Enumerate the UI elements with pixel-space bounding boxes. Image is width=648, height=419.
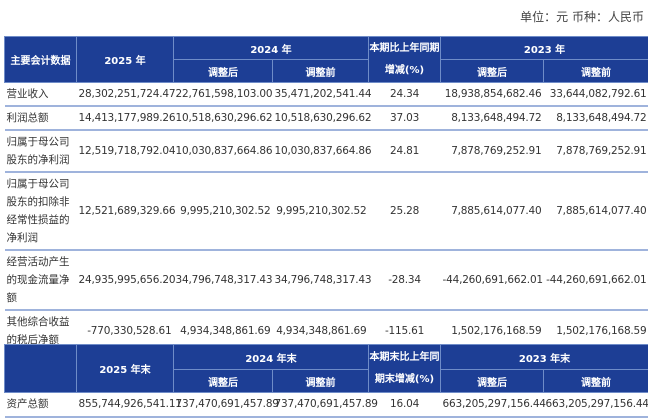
unit-currency-note: 单位：元 币种：人民币 [520, 10, 644, 24]
total-assets-table: 2025 年末 2024 年末 本期末比上年同期末增减(%) 2023 年末 调… [4, 344, 648, 418]
header-2023-before: 调整前 [543, 369, 648, 393]
table-row: 利润总额 14,413,177,989.26 10,518,630,296.62 10… [4, 106, 648, 131]
value-2025: 24,935,995,656.20 [76, 250, 175, 311]
value-2023-before: 663,205,297,156.44 [543, 392, 648, 418]
header-2024-before: 调整前 [271, 59, 370, 83]
value-change: 24.81 [368, 130, 441, 173]
table-row: 资产总额 855,744,926,541.11 737,470,691,457.89… [4, 392, 648, 418]
table-row: 经营活动产生的现金流量净额 24,935,995,656.20 34,796,748… [4, 250, 648, 311]
value-change: 16.04 [368, 392, 441, 418]
value-2025: 12,519,718,792.04 [76, 130, 175, 173]
header-2024-adjusted: 调整后 [173, 369, 273, 393]
value-2024-adjusted: 34,796,748,317.43 [173, 250, 273, 311]
value-2023-before: 33,644,082,792.61 [543, 82, 648, 107]
value-2024-before: 34,796,748,317.43 [272, 250, 371, 311]
value-2023-adjusted: 8,133,648,494.72 [440, 106, 544, 131]
header-change: 本期比上年同期增减(%) [368, 36, 442, 83]
header-2023-before: 调整前 [543, 59, 648, 83]
value-2024-adjusted: 9,995,210,302.52 [173, 172, 273, 251]
value-2024-adjusted: 22,761,598,103.00 [173, 82, 273, 107]
row-label: 资产总额 [4, 392, 77, 418]
value-2023-adjusted: -44,260,691,662.01 [440, 250, 544, 311]
header-2024-before: 调整前 [271, 369, 370, 393]
value-2023-before: -44,260,691,662.01 [543, 250, 648, 311]
header-change: 本期末比上年同期末增减(%) [368, 344, 442, 393]
value-change: -28.34 [368, 250, 441, 311]
header-2024: 2024 年 [172, 36, 370, 60]
table-row: 营业收入 28,302,251,724.47 22,761,598,103.00 35… [4, 82, 648, 107]
header-2023: 2023 年 [440, 36, 648, 60]
row-label: 营业收入 [4, 82, 77, 107]
value-2023-adjusted: 663,205,297,156.44 [440, 392, 546, 418]
header-item: 主要会计数据 [4, 36, 77, 83]
header-2025-end: 2025 年末 [76, 344, 174, 393]
value-change: 37.03 [368, 106, 441, 131]
row-label: 利润总额 [4, 106, 77, 131]
header-2023-adjusted: 调整后 [440, 369, 545, 393]
value-2024-before: 9,995,210,302.52 [272, 172, 369, 251]
row-label: 归属于母公司股东的净利润 [4, 130, 77, 173]
value-2023-before: 7,878,769,252.91 [543, 130, 648, 173]
header-2023-adjusted: 调整后 [440, 59, 545, 83]
value-2025: 12,521,689,329.66 [76, 172, 175, 251]
header-2023-end: 2023 年末 [440, 344, 648, 370]
value-2024-before: 35,471,202,541.44 [272, 82, 371, 107]
value-2024-before: 737,470,691,457.89 [272, 392, 378, 418]
value-change: 25.28 [368, 172, 441, 251]
value-2023-before: 7,885,614,077.40 [543, 172, 648, 251]
value-2023-before: 8,133,648,494.72 [543, 106, 648, 131]
header-2025: 2025 年 [76, 36, 174, 83]
value-2024-adjusted: 737,470,691,457.89 [173, 392, 279, 418]
row-label: 归属于母公司股东的扣除非经常性损益的净利润 [4, 172, 77, 251]
value-2025: 855,744,926,541.11 [76, 392, 182, 418]
value-2025: 14,413,177,989.26 [76, 106, 175, 131]
value-2023-adjusted: 7,885,614,077.40 [440, 172, 544, 251]
row-label: 经营活动产生的现金流量净额 [4, 250, 77, 311]
value-change: 24.34 [368, 82, 441, 107]
key-accounting-data-table: 主要会计数据 2025 年 2024 年 本期比上年同期增减(%) 2023 年… [4, 36, 648, 353]
value-2024-before: 10,030,837,664.86 [272, 130, 371, 173]
header-2024-end: 2024 年末 [172, 344, 370, 370]
table-row: 归属于母公司股东的净利润 12,519,718,792.04 10,030,837,… [4, 130, 648, 173]
table-row: 归属于母公司股东的扣除非经常性损益的净利润 12,521,689,329.66 9,… [4, 172, 648, 251]
value-2025: 28,302,251,724.47 [76, 82, 175, 107]
value-2024-before: 10,518,630,296.62 [272, 106, 371, 131]
header-2024-adjusted: 调整后 [173, 59, 273, 83]
value-2024-adjusted: 10,030,837,664.86 [173, 130, 273, 173]
value-2023-adjusted: 18,938,854,682.46 [440, 82, 544, 107]
value-2024-adjusted: 10,518,630,296.62 [173, 106, 273, 131]
value-2023-adjusted: 7,878,769,252.91 [440, 130, 544, 173]
header-item [4, 344, 77, 393]
